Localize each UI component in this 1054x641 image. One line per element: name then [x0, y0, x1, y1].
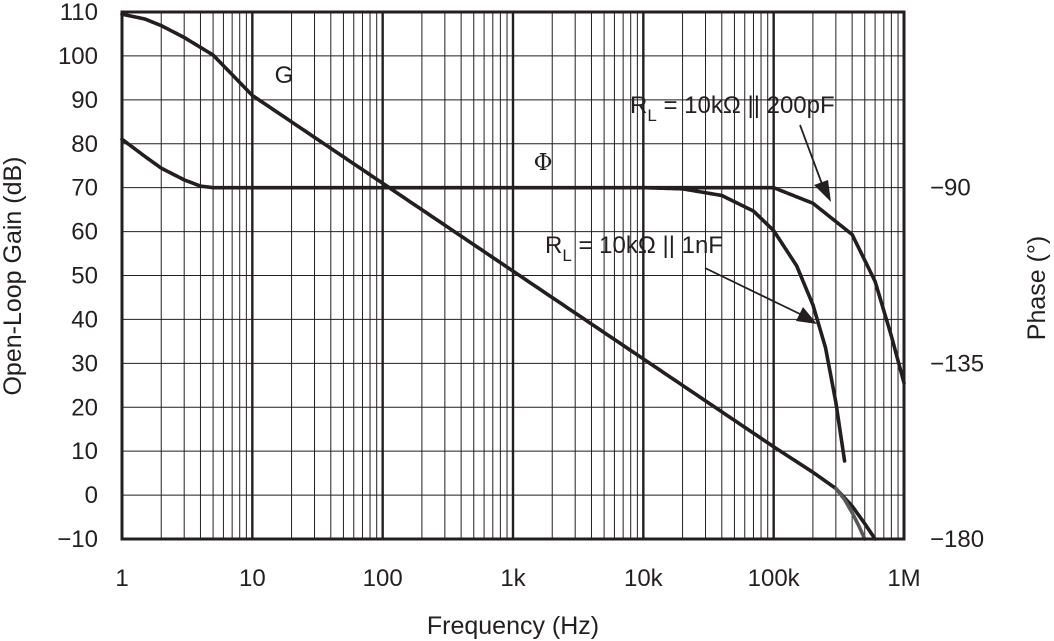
series-line-1 [834, 486, 867, 541]
arrow-rl-200pf-head [814, 180, 831, 202]
rl-200pf-prefix: R [630, 92, 647, 119]
phase-curve-label: Φ [534, 150, 553, 176]
y-tick-label: 50 [71, 263, 98, 290]
rl-1nf-subscript: L [562, 246, 571, 265]
rl-200pf-text: = 10kΩ || 200pF [657, 92, 835, 119]
y-tick-label: 60 [71, 219, 98, 246]
arrow-rl-200pf [799, 124, 831, 202]
x-axis-label: Frequency (Hz) [427, 612, 599, 640]
y2-tick-label: −135 [930, 350, 984, 377]
y2-tick-label: −90 [930, 175, 971, 202]
rl-1nf-text: = 10kΩ || 1nF [572, 232, 723, 259]
annotation-rl-200pf: RL = 10kΩ || 200pF [630, 92, 835, 125]
rl-200pf-subscript: L [647, 106, 656, 125]
arrow-rl-1nf-head [796, 307, 817, 324]
arrow-rl-1nf-line [704, 267, 801, 315]
y2-tick-label: −180 [930, 526, 984, 553]
y-tick-label: 10 [71, 438, 98, 465]
plot-frame [120, 10, 906, 541]
y2-tick-labels: −90 −135 −180 [930, 175, 984, 553]
x-tick-label: 1 [115, 565, 128, 592]
y-tick-label: 0 [85, 482, 98, 509]
y-tick-label: 30 [71, 350, 98, 377]
x-tick-label: 100 [363, 565, 403, 592]
data-curves [120, 12, 906, 541]
y-tick-label: 40 [71, 306, 98, 333]
x-tick-label: 1M [887, 565, 920, 592]
x-tick-label: 10 [239, 565, 266, 592]
x-tick-label: 1k [500, 565, 526, 592]
rl-1nf-prefix: R [545, 232, 562, 259]
y-tick-label: 100 [58, 43, 98, 70]
y-tick-label: 70 [71, 175, 98, 202]
annotation-rl-1nf: RL = 10kΩ || 1nF [545, 232, 723, 265]
x-tick-label: 10k [624, 565, 664, 592]
gain-curve-label: G [275, 62, 294, 89]
y-tick-label: 110 [60, 0, 98, 26]
y2-axis-label: Phase (°) [1023, 236, 1051, 340]
arrow-rl-1nf [704, 267, 817, 324]
y-axis-label: Open-Loop Gain (dB) [0, 156, 27, 395]
arrow-rl-200pf-line [799, 124, 823, 185]
y-tick-label: 80 [71, 131, 98, 158]
y-tick-label: 20 [71, 394, 98, 421]
y-tick-label: 90 [71, 87, 98, 114]
x-tick-labels: 1 10 100 1k 10k 100k 1M [115, 565, 920, 592]
x-tick-label: 100k [748, 565, 801, 592]
series-line-3 [641, 185, 847, 463]
y-tick-label: −10 [57, 526, 98, 553]
